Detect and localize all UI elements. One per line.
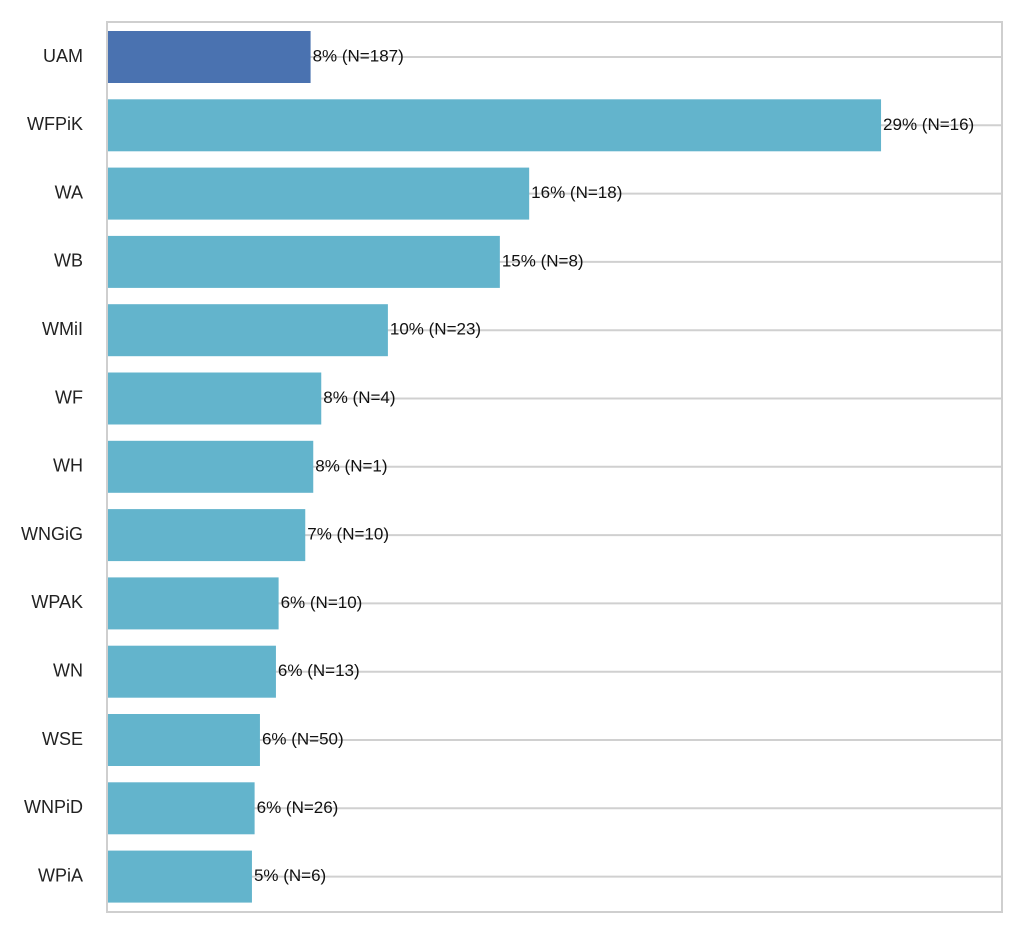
bar-wh (108, 440, 314, 493)
data-label-wa: 16% (N=18) (531, 183, 622, 202)
data-labels: 8% (N=187) 29% (N=16) 16% (N=18) 15% (N=8) 1… (254, 46, 974, 885)
category-label-wn: WN (53, 660, 83, 680)
data-label-wngig: 7% (N=10) (307, 525, 389, 544)
category-label-wa: WA (55, 182, 83, 202)
category-label-wnpid: WNPiD (24, 797, 83, 817)
data-label-wmii: 10% (N=23) (390, 320, 481, 339)
category-label-wb: WB (54, 251, 83, 271)
data-label-wf: 8% (N=4) (323, 388, 395, 407)
category-labels: UAM WFPiK WA WB WMiI WF WH WNGiG WPAK WN WSE WNPiD W… (21, 46, 83, 886)
category-label-wf: WF (55, 387, 83, 407)
category-label-wpia: WPiA (38, 865, 83, 885)
bar-wb (108, 235, 500, 288)
category-label-wfpik: WFPiK (27, 114, 83, 134)
category-label-wmii: WMiI (42, 319, 83, 339)
data-label-wn: 6% (N=13) (278, 661, 360, 680)
bar-wse (108, 714, 260, 766)
bars (108, 31, 882, 903)
data-label-wpia: 5% (N=6) (254, 866, 326, 885)
category-label-wh: WH (53, 456, 83, 476)
bar-wpak (108, 577, 279, 630)
bar-wnpid (108, 782, 255, 835)
bar-wfpik (108, 99, 882, 152)
category-label-wse: WSE (42, 729, 83, 749)
data-label-wse: 6% (N=50) (262, 729, 344, 748)
plot-frame (106, 21, 1003, 913)
bar-wpia (108, 850, 252, 903)
category-label-wpak: WPAK (31, 592, 83, 612)
bar-wn (108, 645, 276, 698)
bar-wmii (108, 304, 388, 357)
data-label-wh: 8% (N=1) (315, 456, 387, 475)
bar-uam (108, 31, 311, 83)
data-label-uam: 8% (N=187) (313, 46, 404, 65)
bar-wngig (108, 509, 306, 562)
data-label-wb: 15% (N=8) (502, 251, 584, 270)
data-label-wpak: 6% (N=10) (281, 593, 363, 612)
data-label-wfpik: 29% (N=16) (883, 115, 974, 134)
category-label-uam: UAM (43, 46, 83, 66)
category-label-wngig: WNGiG (21, 524, 83, 544)
data-label-wnpid: 6% (N=26) (257, 798, 339, 817)
bar-wa (108, 167, 530, 220)
bar-wf (108, 372, 322, 425)
